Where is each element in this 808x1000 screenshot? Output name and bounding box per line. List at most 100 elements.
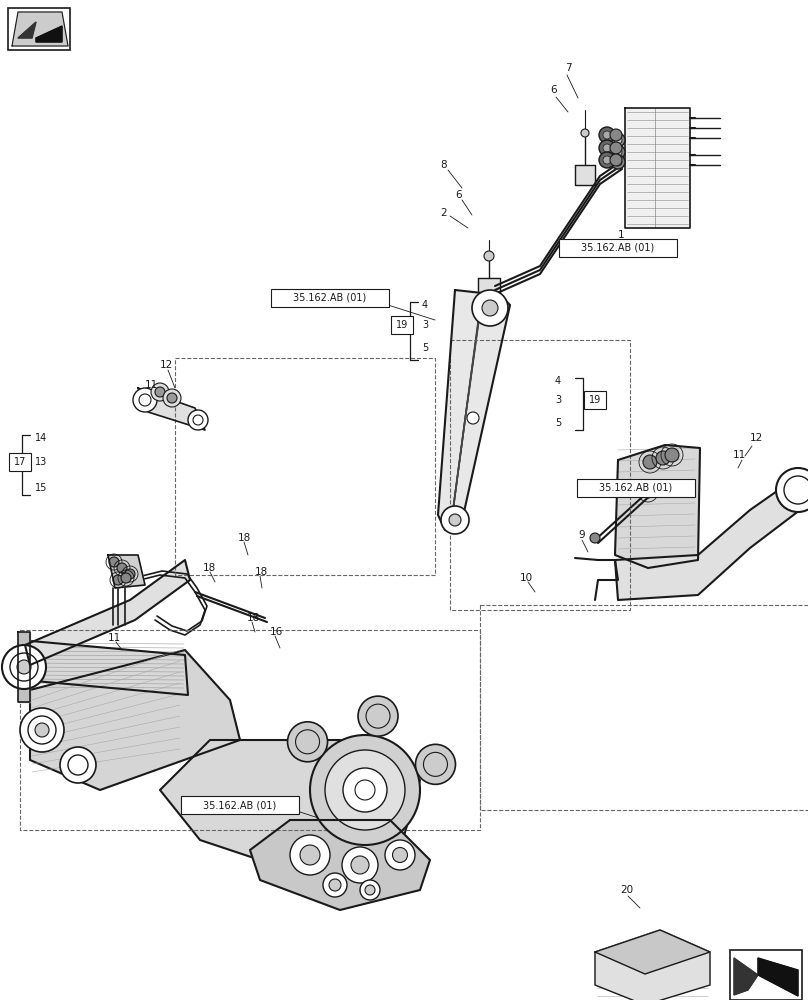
Circle shape	[611, 133, 625, 147]
Text: 4: 4	[555, 376, 561, 386]
Text: 18: 18	[203, 563, 217, 573]
Circle shape	[151, 383, 169, 401]
Text: 4: 4	[422, 300, 428, 310]
Text: 6: 6	[550, 85, 557, 95]
Circle shape	[441, 506, 469, 534]
Circle shape	[611, 145, 625, 159]
Circle shape	[323, 873, 347, 897]
Text: 19: 19	[396, 320, 408, 330]
Polygon shape	[625, 108, 690, 228]
Circle shape	[113, 575, 123, 585]
Circle shape	[643, 455, 657, 469]
Polygon shape	[30, 650, 240, 790]
Polygon shape	[25, 560, 190, 665]
Bar	[9, 453, 31, 471]
Text: 16: 16	[270, 627, 284, 637]
Circle shape	[611, 155, 625, 169]
Circle shape	[449, 514, 461, 526]
Polygon shape	[18, 632, 30, 702]
Circle shape	[610, 154, 622, 166]
Text: 35.162.AB (01): 35.162.AB (01)	[600, 483, 672, 493]
Circle shape	[167, 393, 177, 403]
Text: 14: 14	[35, 433, 47, 443]
Circle shape	[365, 885, 375, 895]
Circle shape	[614, 148, 622, 156]
Circle shape	[665, 448, 679, 462]
Circle shape	[599, 127, 615, 143]
Bar	[8, 8, 70, 50]
Circle shape	[612, 960, 628, 976]
Polygon shape	[20, 640, 188, 695]
Circle shape	[360, 880, 380, 900]
Text: 6: 6	[455, 190, 461, 200]
Circle shape	[310, 735, 420, 845]
Polygon shape	[138, 388, 205, 430]
Polygon shape	[108, 555, 145, 588]
Polygon shape	[478, 278, 500, 300]
Polygon shape	[438, 290, 510, 530]
Bar	[271, 289, 389, 307]
Text: 20: 20	[620, 885, 633, 895]
Circle shape	[603, 156, 611, 164]
Circle shape	[656, 451, 670, 465]
Text: 8: 8	[440, 160, 447, 170]
Text: 12: 12	[750, 433, 764, 443]
Text: 9: 9	[578, 530, 585, 540]
Text: 12: 12	[160, 360, 173, 370]
Text: 15: 15	[35, 483, 48, 493]
Text: 11: 11	[733, 450, 747, 460]
Text: 35.162.AB (01): 35.162.AB (01)	[204, 800, 276, 810]
Circle shape	[385, 840, 415, 870]
Text: 7: 7	[565, 63, 571, 73]
Circle shape	[60, 747, 96, 783]
Circle shape	[325, 750, 405, 830]
Circle shape	[290, 835, 330, 875]
Circle shape	[599, 140, 615, 156]
Polygon shape	[615, 445, 700, 568]
Circle shape	[603, 144, 611, 152]
Text: 11: 11	[108, 633, 121, 643]
Circle shape	[155, 387, 165, 397]
Circle shape	[415, 744, 456, 784]
Text: 3: 3	[422, 320, 428, 330]
Polygon shape	[734, 958, 758, 995]
Polygon shape	[575, 165, 595, 185]
Circle shape	[467, 412, 479, 424]
Text: 13: 13	[35, 457, 47, 467]
Circle shape	[300, 845, 320, 865]
Circle shape	[17, 660, 31, 674]
Text: 18: 18	[238, 533, 251, 543]
Text: 19: 19	[589, 395, 601, 405]
Text: 11: 11	[145, 380, 158, 390]
Bar	[730, 950, 802, 1000]
Circle shape	[117, 563, 127, 573]
Bar	[577, 479, 695, 497]
Circle shape	[599, 152, 615, 168]
Circle shape	[20, 708, 64, 752]
Circle shape	[121, 573, 131, 583]
Circle shape	[776, 468, 808, 512]
Circle shape	[163, 389, 181, 407]
Circle shape	[610, 129, 622, 141]
Polygon shape	[595, 930, 710, 1000]
Circle shape	[610, 142, 622, 154]
Circle shape	[342, 847, 378, 883]
Circle shape	[133, 388, 157, 412]
Text: 18: 18	[255, 567, 268, 577]
Text: 3: 3	[555, 395, 561, 405]
Text: 5: 5	[555, 418, 562, 428]
Circle shape	[482, 300, 498, 316]
Bar	[559, 239, 677, 257]
Circle shape	[125, 569, 135, 579]
Text: 18: 18	[247, 613, 260, 623]
Circle shape	[614, 158, 622, 166]
Circle shape	[358, 696, 398, 736]
Circle shape	[603, 131, 611, 139]
Circle shape	[393, 848, 407, 862]
Text: 1: 1	[618, 230, 625, 240]
Bar	[181, 796, 299, 814]
Polygon shape	[18, 22, 36, 38]
Circle shape	[614, 136, 622, 144]
Circle shape	[351, 856, 369, 874]
Polygon shape	[615, 475, 800, 600]
